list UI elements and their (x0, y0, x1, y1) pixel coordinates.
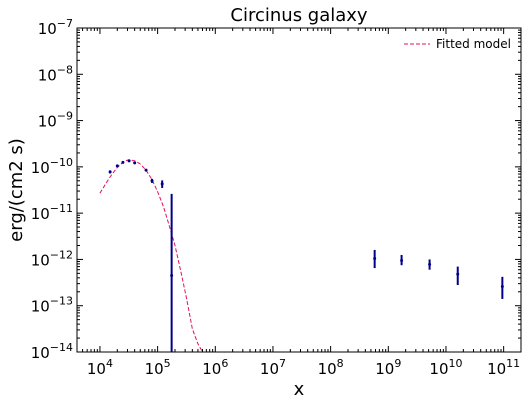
y-axis-tick-labels: 10−14 10−13 10−12 10−11 10−10 10−9 10−8 10−7 (31, 17, 73, 362)
x-tick-label: 1010 (429, 357, 462, 378)
x-tick-label: 105 (145, 357, 171, 378)
chart-title: Circinus galaxy (230, 5, 368, 26)
data-point (133, 161, 137, 165)
y-tick-label: 10−10 (31, 156, 73, 177)
chart-marks (99, 159, 504, 352)
data-point (115, 164, 119, 168)
y-tick-label: 10−13 (31, 295, 73, 316)
data-point (373, 256, 377, 260)
y-tick-label: 10−14 (31, 341, 73, 362)
y-tick-label: 10−7 (38, 17, 73, 38)
data-point (170, 273, 174, 277)
legend: Fitted model (404, 37, 511, 51)
x-axis-ticks (76, 28, 522, 352)
data-point (400, 258, 404, 262)
x-tick-label: 109 (375, 357, 401, 378)
data-point (456, 272, 460, 276)
data-point (121, 160, 125, 164)
y-tick-label: 10−9 (38, 110, 73, 131)
plot-area (76, 27, 522, 353)
y-tick-label: 10−12 (31, 248, 73, 269)
x-axis-label: x (294, 379, 305, 400)
x-tick-label: 108 (318, 357, 344, 378)
y-axis-ticks (77, 27, 521, 353)
x-tick-label: 107 (260, 357, 286, 378)
y-tick-label: 10−11 (31, 202, 73, 223)
data-point (108, 170, 112, 174)
data-point (428, 262, 432, 266)
data-point (500, 285, 504, 289)
data-point (150, 179, 154, 183)
data-point (144, 168, 148, 172)
x-tick-label: 106 (202, 357, 228, 378)
data-point (127, 159, 131, 163)
x-axis-tick-labels: 104 105 106 107 108 109 1010 1011 (87, 357, 520, 378)
x-tick-label: 104 (87, 357, 113, 378)
data-point (160, 182, 164, 186)
y-axis-label: erg/(cm2 s) (6, 138, 27, 242)
legend-label: Fitted model (436, 37, 511, 51)
y-tick-label: 10−8 (38, 63, 73, 84)
x-tick-label: 1011 (487, 357, 520, 378)
